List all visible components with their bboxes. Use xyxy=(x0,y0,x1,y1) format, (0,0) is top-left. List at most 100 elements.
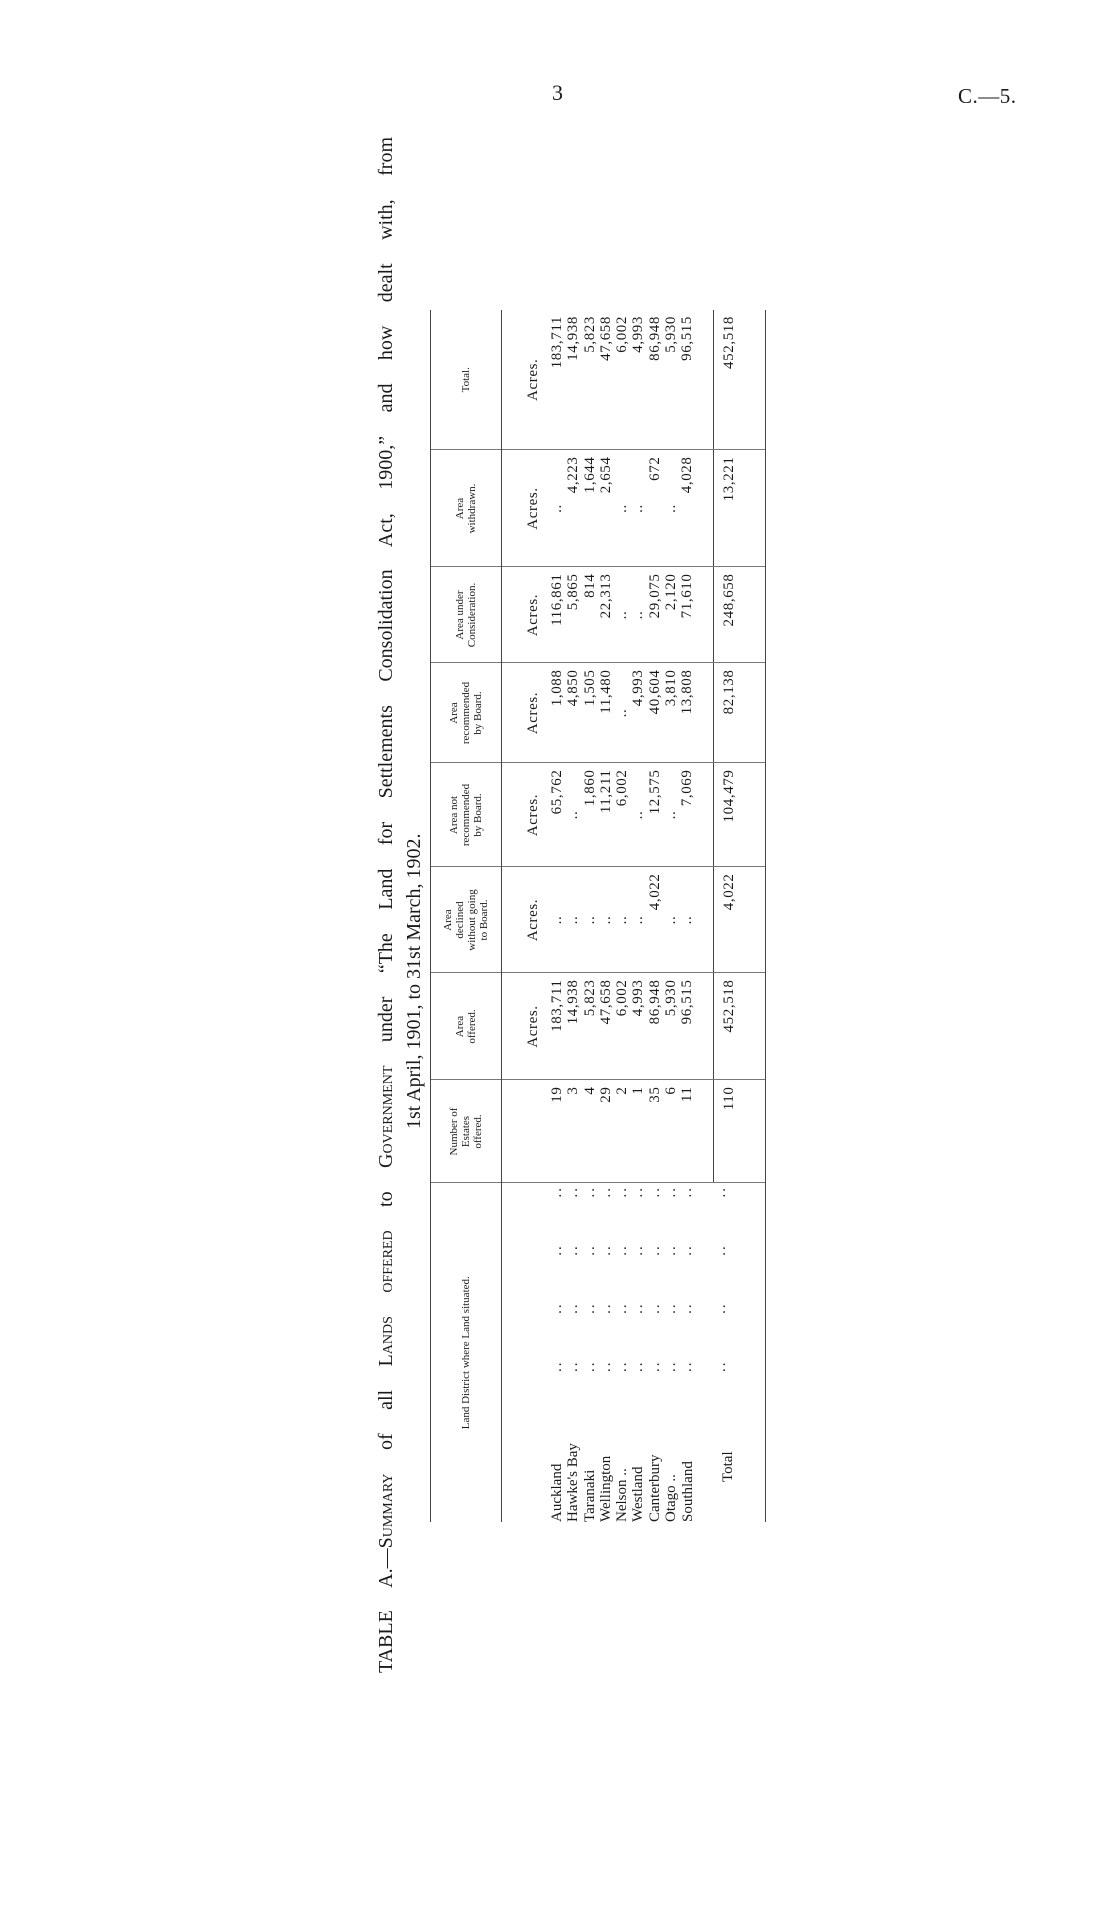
value-cell: 19 xyxy=(549,1080,566,1183)
leader-dots: .. xyxy=(581,1186,598,1198)
value-cell: .. xyxy=(549,450,566,567)
value-cell: 65,762 xyxy=(549,763,566,867)
leader-dots: .. xyxy=(549,1360,565,1373)
total-row: Total........ 110 452,518 4,022 104,479 82,13… xyxy=(713,310,766,1522)
title-segment: to xyxy=(375,1167,397,1231)
document-code: C.—5. xyxy=(958,84,1017,108)
value-cell: 7,069 xyxy=(679,763,714,867)
leader-dots: .. xyxy=(646,1186,663,1198)
value-cell: 13,808 xyxy=(679,663,714,763)
value-cell: 5,823 xyxy=(581,310,598,450)
column-header: Area recommended by Board. xyxy=(430,663,502,763)
value-cell: 35 xyxy=(646,1080,664,1183)
leader-dots: .. xyxy=(581,1302,598,1314)
leader-dots: .. xyxy=(630,1360,647,1373)
value-cell: .. xyxy=(679,867,714,973)
dot-leaders: ........ xyxy=(549,1186,565,1372)
leader-dots: .. xyxy=(630,1186,647,1198)
district-cell: Otago .......... xyxy=(663,1183,679,1522)
value-cell: 86,948 xyxy=(646,973,664,1080)
leader-dots: .. xyxy=(565,1302,582,1314)
title-segment: Summary xyxy=(375,1473,397,1549)
leader-dots: .. xyxy=(663,1360,680,1373)
value-cell: 3,810 xyxy=(663,663,680,763)
value-cell: 1,088 xyxy=(549,663,566,763)
leader-dots: .. xyxy=(663,1244,680,1256)
leader-dots: .. xyxy=(646,1302,663,1314)
district-cell: Wellington........ xyxy=(598,1183,614,1522)
table-row: Wellington........ 29 47,658.. 11,211 11,480… xyxy=(597,310,615,1522)
table-row: Westland........ 1 4,993.... 4,993.... 4,993 xyxy=(630,310,647,1522)
district-cell: Southland........ xyxy=(679,1183,713,1522)
table-row: Nelson .......... 2 6,002.. 6,002...... 6,00… xyxy=(614,310,631,1522)
district-name: Auckland xyxy=(549,1463,565,1522)
column-header: Area withdrawn. xyxy=(430,450,502,567)
value-cell: 183,711 xyxy=(549,973,566,1080)
title-segment: Government xyxy=(375,1065,397,1168)
district-name: Canterbury xyxy=(646,1454,663,1522)
value-cell: 1,505 xyxy=(581,663,598,763)
district-cell: Auckland........ xyxy=(549,1183,565,1522)
title-segment: Lands offered xyxy=(375,1230,397,1367)
unit-label xyxy=(501,1080,549,1183)
value-cell: 5,823 xyxy=(581,973,598,1080)
total-value-cell: 248,658 xyxy=(713,567,766,663)
dot-leaders: ........ xyxy=(614,1186,630,1372)
title-segment: under “The Land for Settlements Consolid… xyxy=(375,136,397,1066)
value-cell: 1,644 xyxy=(581,450,598,567)
table-row: Southland........ 11 96,515.. 7,069 13,808 71… xyxy=(679,310,714,1522)
title-segment: of all xyxy=(375,1366,397,1474)
leader-dots: .. xyxy=(713,1244,730,1256)
value-cell: 1 xyxy=(630,1080,647,1183)
leader-dots: .. xyxy=(565,1186,582,1198)
value-cell: 6,002 xyxy=(614,973,631,1080)
table-row: Taranaki........ 4 5,823.. 1,860 1,505 814 1,6… xyxy=(581,310,598,1522)
value-cell: 4,993 xyxy=(630,973,647,1080)
value-cell: 14,938 xyxy=(565,973,582,1080)
column-header: Total. xyxy=(430,310,502,450)
table-row: Auckland........ 19 183,711.. 65,762 1,088 11… xyxy=(549,310,566,1522)
total-value-cell: 452,518 xyxy=(713,310,766,450)
value-cell: 814 xyxy=(581,567,598,663)
district-cell: Nelson .......... xyxy=(614,1183,630,1522)
district-cell: Hawke's Bay........ xyxy=(565,1183,581,1522)
value-cell: 47,658 xyxy=(597,973,615,1080)
leader-dots: .. xyxy=(549,1186,565,1198)
value-cell: 3 xyxy=(565,1080,582,1183)
table-row: Canterbury........ 35 86,948 4,022 12,575 40,… xyxy=(646,310,664,1522)
value-cell: .. xyxy=(614,450,631,567)
value-cell: 5,930 xyxy=(663,310,680,450)
leader-dots: .. xyxy=(713,1360,730,1373)
value-cell: 29,075 xyxy=(646,567,664,663)
value-cell: 6 xyxy=(663,1080,680,1183)
district-cell: Taranaki........ xyxy=(582,1183,598,1522)
value-cell: 11,211 xyxy=(597,763,615,867)
column-header: Area under Consideration. xyxy=(430,567,502,663)
dot-leaders: ........ xyxy=(582,1186,598,1372)
leader-dots: .. xyxy=(614,1186,631,1198)
value-cell: 5,865 xyxy=(565,567,582,663)
value-cell: .. xyxy=(597,867,615,973)
dot-leaders: ........ xyxy=(630,1186,646,1372)
value-cell: .. xyxy=(630,763,647,867)
value-cell: 11 xyxy=(679,1080,714,1183)
value-cell: .. xyxy=(614,663,631,763)
value-cell: 14,938 xyxy=(565,310,582,450)
value-cell: .. xyxy=(565,867,582,973)
unit-label: Acres. xyxy=(501,973,549,1080)
district-name: Otago .. xyxy=(663,1474,680,1522)
unit-label: Acres. xyxy=(501,763,549,867)
dot-leaders: ........ xyxy=(663,1186,679,1372)
units-row: Acres. Acres. Acres. Acres. Acres. Acres. Acre… xyxy=(501,310,549,1522)
dot-leaders: ........ xyxy=(598,1186,614,1372)
total-value-cell: 452,518 xyxy=(713,973,766,1080)
table-title: TABLE A.—Summary of all Lands offered to… xyxy=(374,137,398,1673)
leader-dots: .. xyxy=(549,1244,565,1256)
value-cell: 71,610 xyxy=(679,567,714,663)
table-subtitle-period: 1st April, 1901, to 31st March, 1902. xyxy=(403,833,425,1129)
value-cell: .. xyxy=(549,867,566,973)
value-cell: 4,223 xyxy=(565,450,582,567)
header-row: Land District where Land situated. Number… xyxy=(430,310,502,1522)
value-cell: 4,022 xyxy=(646,867,664,973)
leader-dots: .. xyxy=(614,1302,631,1314)
